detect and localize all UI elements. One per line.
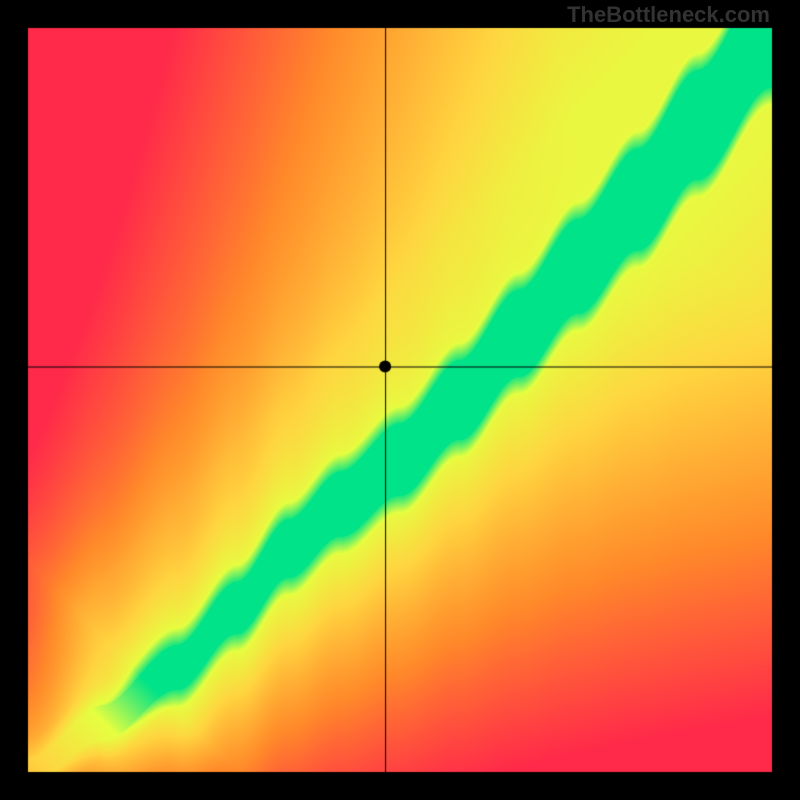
bottleneck-heatmap xyxy=(0,0,800,800)
watermark-text: TheBottleneck.com xyxy=(567,2,770,28)
chart-container: TheBottleneck.com xyxy=(0,0,800,800)
